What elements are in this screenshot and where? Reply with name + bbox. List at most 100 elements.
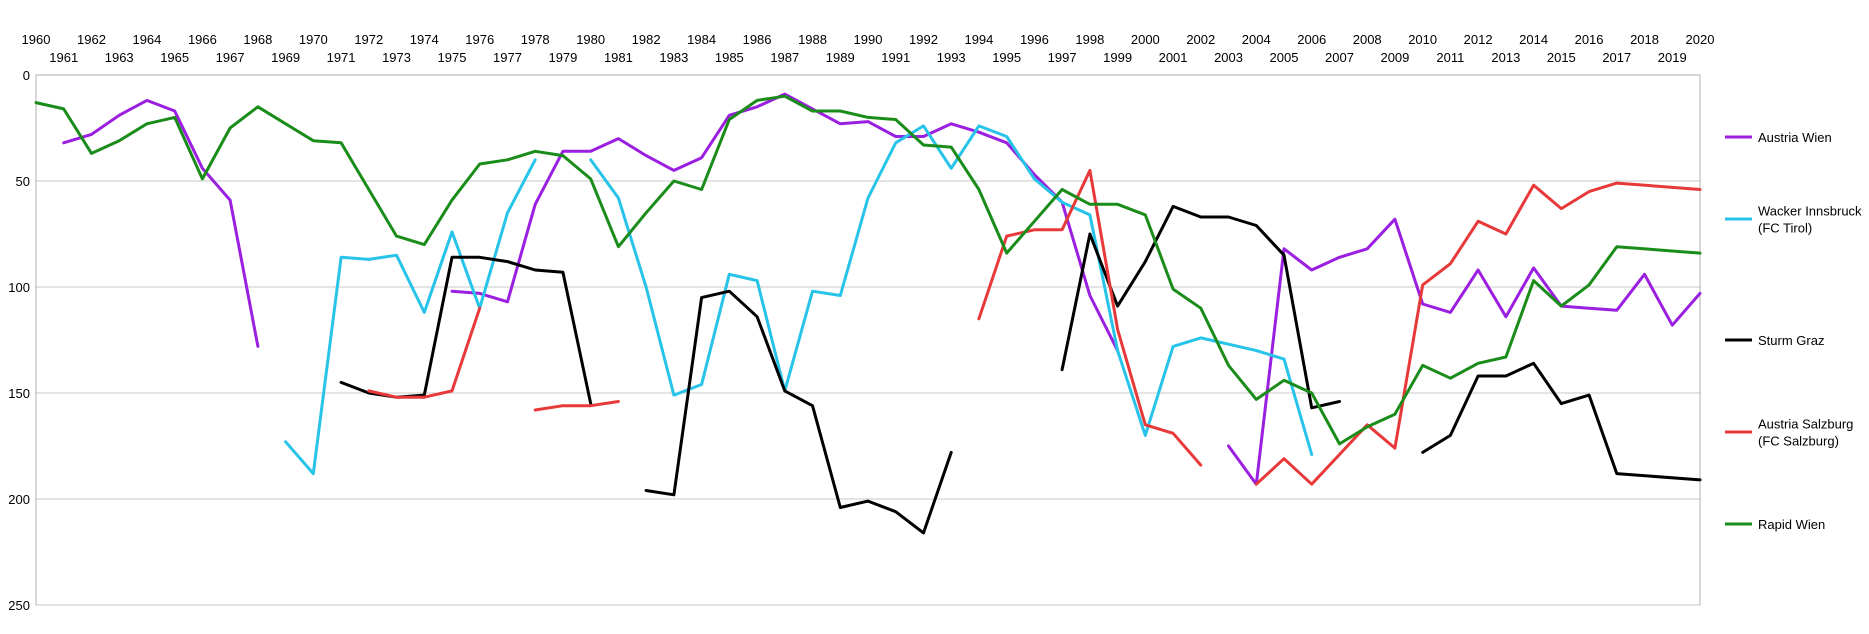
x-tick-label: 2012 <box>1464 32 1493 47</box>
x-tick-label: 2002 <box>1186 32 1215 47</box>
y-tick-label: 150 <box>8 386 30 401</box>
series-line-3-segment-3 <box>1254 181 1702 486</box>
legend-item: Rapid Wien <box>1725 517 1825 532</box>
series-line-0-segment-2 <box>1227 217 1702 486</box>
x-tick-label: 1997 <box>1048 50 1077 65</box>
x-tick-label: 1986 <box>743 32 772 47</box>
x-tick-label: 1991 <box>881 50 910 65</box>
series-line-1-segment-1 <box>589 124 1314 456</box>
x-tick-label: 2005 <box>1270 50 1299 65</box>
x-tick-label: 1963 <box>105 50 134 65</box>
x-tick-label: 1961 <box>49 50 78 65</box>
x-tick-label: 1982 <box>632 32 661 47</box>
x-tick-label: 1966 <box>188 32 217 47</box>
x-tick-label: 1981 <box>604 50 633 65</box>
legend-label: Wacker Innsbruck (FC Tirol) <box>1758 204 1862 236</box>
x-tick-label: 1989 <box>826 50 855 65</box>
x-tick-label: 1998 <box>1075 32 1104 47</box>
x-tick-label: 1990 <box>854 32 883 47</box>
x-tick-label: 1999 <box>1103 50 1132 65</box>
series-line-2-segment-1 <box>644 289 953 535</box>
legend-label: Sturm Graz <box>1758 333 1824 348</box>
x-tick-label: 1967 <box>216 50 245 65</box>
x-tick-label: 1974 <box>410 32 439 47</box>
series-line-0-segment-0 <box>62 98 260 348</box>
series-line-3-segment-2 <box>977 168 1203 467</box>
x-tick-label: 1985 <box>715 50 744 65</box>
x-tick-label: 1996 <box>1020 32 1049 47</box>
legend: Austria Wien Wacker Innsbruck (FC Tirol) St… <box>1725 130 1862 532</box>
y-tick-label: 50 <box>16 174 30 189</box>
x-tick-label: 2015 <box>1547 50 1576 65</box>
legend-label: Rapid Wien <box>1758 517 1825 532</box>
y-tick-label: 250 <box>8 598 30 613</box>
x-tick-label: 1976 <box>465 32 494 47</box>
series-2 <box>339 204 1702 535</box>
x-tick-label: 1994 <box>964 32 993 47</box>
x-tick-label: 1995 <box>992 50 1021 65</box>
x-tick-label: 2007 <box>1325 50 1354 65</box>
series-line-0-segment-1 <box>450 92 1120 353</box>
series-line-3-segment-1 <box>533 400 620 412</box>
legend-label: Austria Wien <box>1758 130 1832 145</box>
x-tick-label: 1977 <box>493 50 522 65</box>
x-tick-label: 1992 <box>909 32 938 47</box>
x-tick-label: 1972 <box>354 32 383 47</box>
y-axis: 0 50 100 150 200 250 <box>8 68 30 613</box>
series-0 <box>62 92 1702 486</box>
series-line-2-segment-3 <box>1421 361 1702 482</box>
x-tick-label: 1970 <box>299 32 328 47</box>
x-tick-label: 2011 <box>1436 50 1464 65</box>
series-line-4-segment-0 <box>34 94 1702 446</box>
x-tick-label: 1979 <box>548 50 577 65</box>
x-tick-label: 2009 <box>1380 50 1409 65</box>
x-tick-label: 2016 <box>1575 32 1604 47</box>
legend-item: Austria Wien <box>1725 130 1832 145</box>
x-tick-label: 2017 <box>1602 50 1631 65</box>
legend-item: Wacker Innsbruck (FC Tirol) <box>1725 204 1862 236</box>
x-tick-label: 2001 <box>1159 50 1188 65</box>
x-tick-label: 2004 <box>1242 32 1271 47</box>
x-tick-label: 2018 <box>1630 32 1659 47</box>
x-tick-label: 1988 <box>798 32 827 47</box>
x-tick-label: 2014 <box>1519 32 1548 47</box>
y-tick-label: 100 <box>8 280 30 295</box>
grid-lines <box>35 74 1701 606</box>
series-line-3-segment-0 <box>367 306 482 399</box>
x-tick-label: 1968 <box>243 32 272 47</box>
data-series <box>34 92 1702 535</box>
legend-item: Austria Salzburg (FC Salzburg) <box>1725 417 1853 449</box>
legend-label: Austria Salzburg (FC Salzburg) <box>1758 417 1853 449</box>
x-tick-label: 2010 <box>1408 32 1437 47</box>
x-tick-label: 2008 <box>1353 32 1382 47</box>
x-tick-label: 1971 <box>327 50 356 65</box>
x-tick-label: 1993 <box>937 50 966 65</box>
x-tick-label: 1983 <box>659 50 688 65</box>
x-axis: 1960 1961 1962 1963 1964 1965 1966 1967 1968 1969… <box>22 32 1715 65</box>
x-tick-label: 1962 <box>77 32 106 47</box>
x-tick-label: 2019 <box>1658 50 1687 65</box>
series-4 <box>34 94 1702 446</box>
series-3 <box>367 168 1702 486</box>
y-tick-label: 0 <box>23 68 30 83</box>
x-tick-label: 1987 <box>770 50 799 65</box>
x-tick-label: 2000 <box>1131 32 1160 47</box>
legend-item: Sturm Graz <box>1725 333 1824 348</box>
x-tick-label: 1980 <box>576 32 605 47</box>
x-tick-label: 1975 <box>438 50 467 65</box>
series-line-2-segment-0 <box>339 255 593 406</box>
x-tick-label: 2013 <box>1491 50 1520 65</box>
x-tick-label: 1964 <box>132 32 161 47</box>
x-tick-label: 2003 <box>1214 50 1243 65</box>
series-1 <box>284 124 1314 476</box>
x-tick-label: 2006 <box>1297 32 1326 47</box>
x-tick-label: 1973 <box>382 50 411 65</box>
x-tick-label: 1965 <box>160 50 189 65</box>
y-tick-label: 200 <box>8 492 30 507</box>
x-tick-label: 1969 <box>271 50 300 65</box>
x-tick-label: 1978 <box>521 32 550 47</box>
x-tick-label: 1984 <box>687 32 716 47</box>
x-tick-label: 1960 <box>22 32 51 47</box>
series-line-1-segment-0 <box>284 158 537 476</box>
